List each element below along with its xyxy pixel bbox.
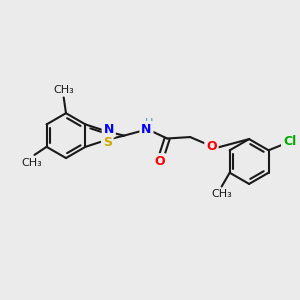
Text: N: N (141, 123, 152, 136)
Text: CH₃: CH₃ (22, 158, 43, 168)
Text: H: H (145, 118, 153, 128)
Text: CH₃: CH₃ (212, 189, 232, 200)
Text: CH₃: CH₃ (53, 85, 74, 95)
Text: S: S (103, 136, 112, 149)
Text: O: O (154, 155, 165, 168)
Text: Cl: Cl (283, 135, 296, 148)
Text: N: N (103, 123, 114, 136)
Text: O: O (206, 140, 217, 153)
